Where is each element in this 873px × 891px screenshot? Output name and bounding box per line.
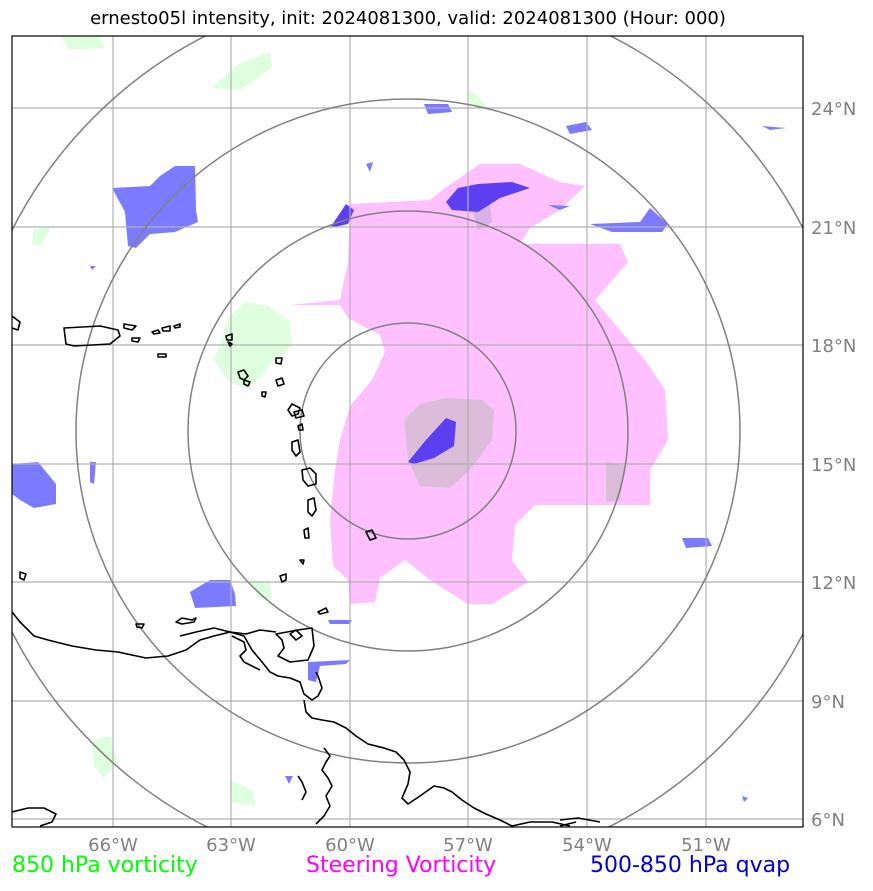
gridlines — [12, 36, 803, 827]
range-ring-1 — [299, 322, 517, 540]
lat-label: 15°N — [811, 455, 856, 476]
legend-850-vorticity: 850 hPa vorticity — [12, 853, 198, 878]
lat-label: 18°N — [811, 336, 856, 357]
range-ring-2 — [187, 210, 629, 652]
lon-label: 51°W — [681, 835, 731, 856]
lat-label: 12°N — [811, 573, 856, 594]
range-ring-3 — [75, 98, 741, 764]
legend-steering-vorticity: Steering Vorticity — [306, 853, 497, 878]
longitude-labels: 66°W 63°W 60°W 57°W 54°W 51°W — [88, 835, 731, 856]
lon-label: 66°W — [88, 835, 138, 856]
lat-label: 9°N — [811, 692, 845, 713]
coastlines — [12, 315, 601, 827]
lon-label: 57°W — [443, 835, 493, 856]
lat-label: 21°N — [811, 218, 856, 239]
latitude-labels: 24°N 21°N 18°N 15°N 12°N 9°N 6°N — [811, 99, 856, 831]
map-frame — [11, 35, 804, 828]
lon-label: 63°W — [206, 835, 256, 856]
chart-title: ernesto05l intensity, init: 2024081300, … — [90, 8, 726, 29]
lon-label: 54°W — [562, 835, 612, 856]
legend-qvap: 500-850 hPa qvap — [590, 853, 791, 878]
lat-label: 24°N — [811, 99, 856, 120]
lat-label: 6°N — [811, 810, 845, 831]
range-rings — [12, 36, 803, 827]
lon-label: 60°W — [325, 835, 375, 856]
